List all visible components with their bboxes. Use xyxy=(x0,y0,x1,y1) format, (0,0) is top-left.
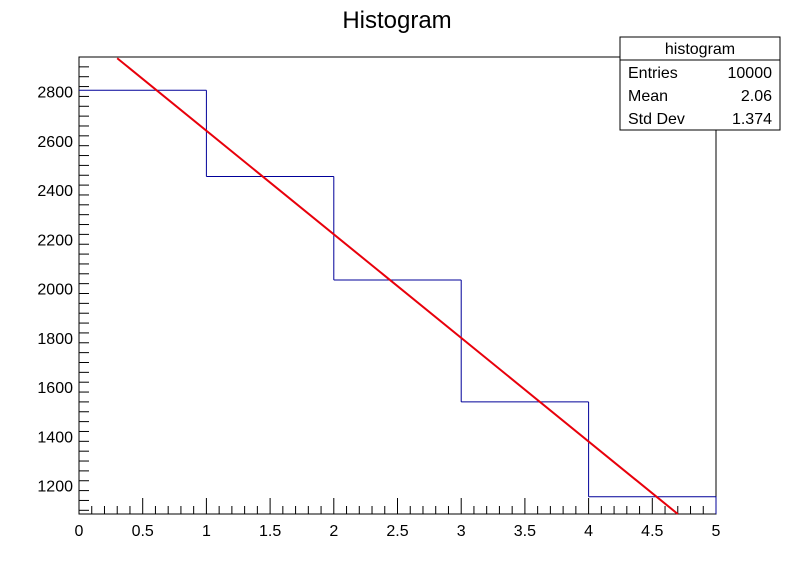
histogram-bars xyxy=(79,89,717,514)
fit-line xyxy=(116,57,679,515)
stats-stddev-label: Std Dev xyxy=(628,111,685,128)
stats-box-name: histogram xyxy=(665,41,735,58)
axis-ticks xyxy=(78,66,717,514)
stats-box-frame xyxy=(619,36,781,131)
y-tick-label: 2400 xyxy=(37,183,73,200)
stats-mean-value: 2.06 xyxy=(741,88,772,105)
x-tick-label: 2.5 xyxy=(386,523,408,540)
x-tick-label: 3.5 xyxy=(514,523,536,540)
x-tick-label: 0 xyxy=(75,523,84,540)
x-tick-labels: 0 0.5 1 1.5 2 2.5 3 3.5 4 4.5 5 xyxy=(75,523,721,540)
x-tick-label: 4 xyxy=(584,523,593,540)
x-tick-label: 5 xyxy=(712,523,721,540)
x-tick-label: 4.5 xyxy=(641,523,663,540)
y-tick-label: 2200 xyxy=(37,232,73,249)
x-tick-label: 0.5 xyxy=(132,523,154,540)
stats-mean-label: Mean xyxy=(628,88,668,105)
fit-line-group xyxy=(116,57,679,515)
x-tick-label: 1 xyxy=(202,523,211,540)
y-tick-label: 1400 xyxy=(37,429,73,446)
y-tick-label: 1600 xyxy=(37,380,73,397)
chart-title: Histogram xyxy=(342,7,451,34)
y-tick-label: 1800 xyxy=(37,331,73,348)
x-tick-label: 2 xyxy=(329,523,338,540)
stats-entries-label: Entries xyxy=(628,65,678,82)
x-tick-label: 3 xyxy=(457,523,466,540)
y-tick-label: 2600 xyxy=(37,134,73,151)
x-tick-label: 1.5 xyxy=(259,523,281,540)
y-tick-label: 2000 xyxy=(37,282,73,299)
stats-entries-value: 10000 xyxy=(728,65,773,82)
y-tick-labels: 1200 1400 1600 1800 2000 2200 2400 2600 2800 xyxy=(37,84,73,495)
stats-box: histogram Entries 10000 Mean 2.06 Std De… xyxy=(619,36,781,131)
y-tick-label: 2800 xyxy=(37,84,73,101)
y-tick-label: 1200 xyxy=(37,479,73,496)
stats-stddev-value: 1.374 xyxy=(732,111,772,128)
